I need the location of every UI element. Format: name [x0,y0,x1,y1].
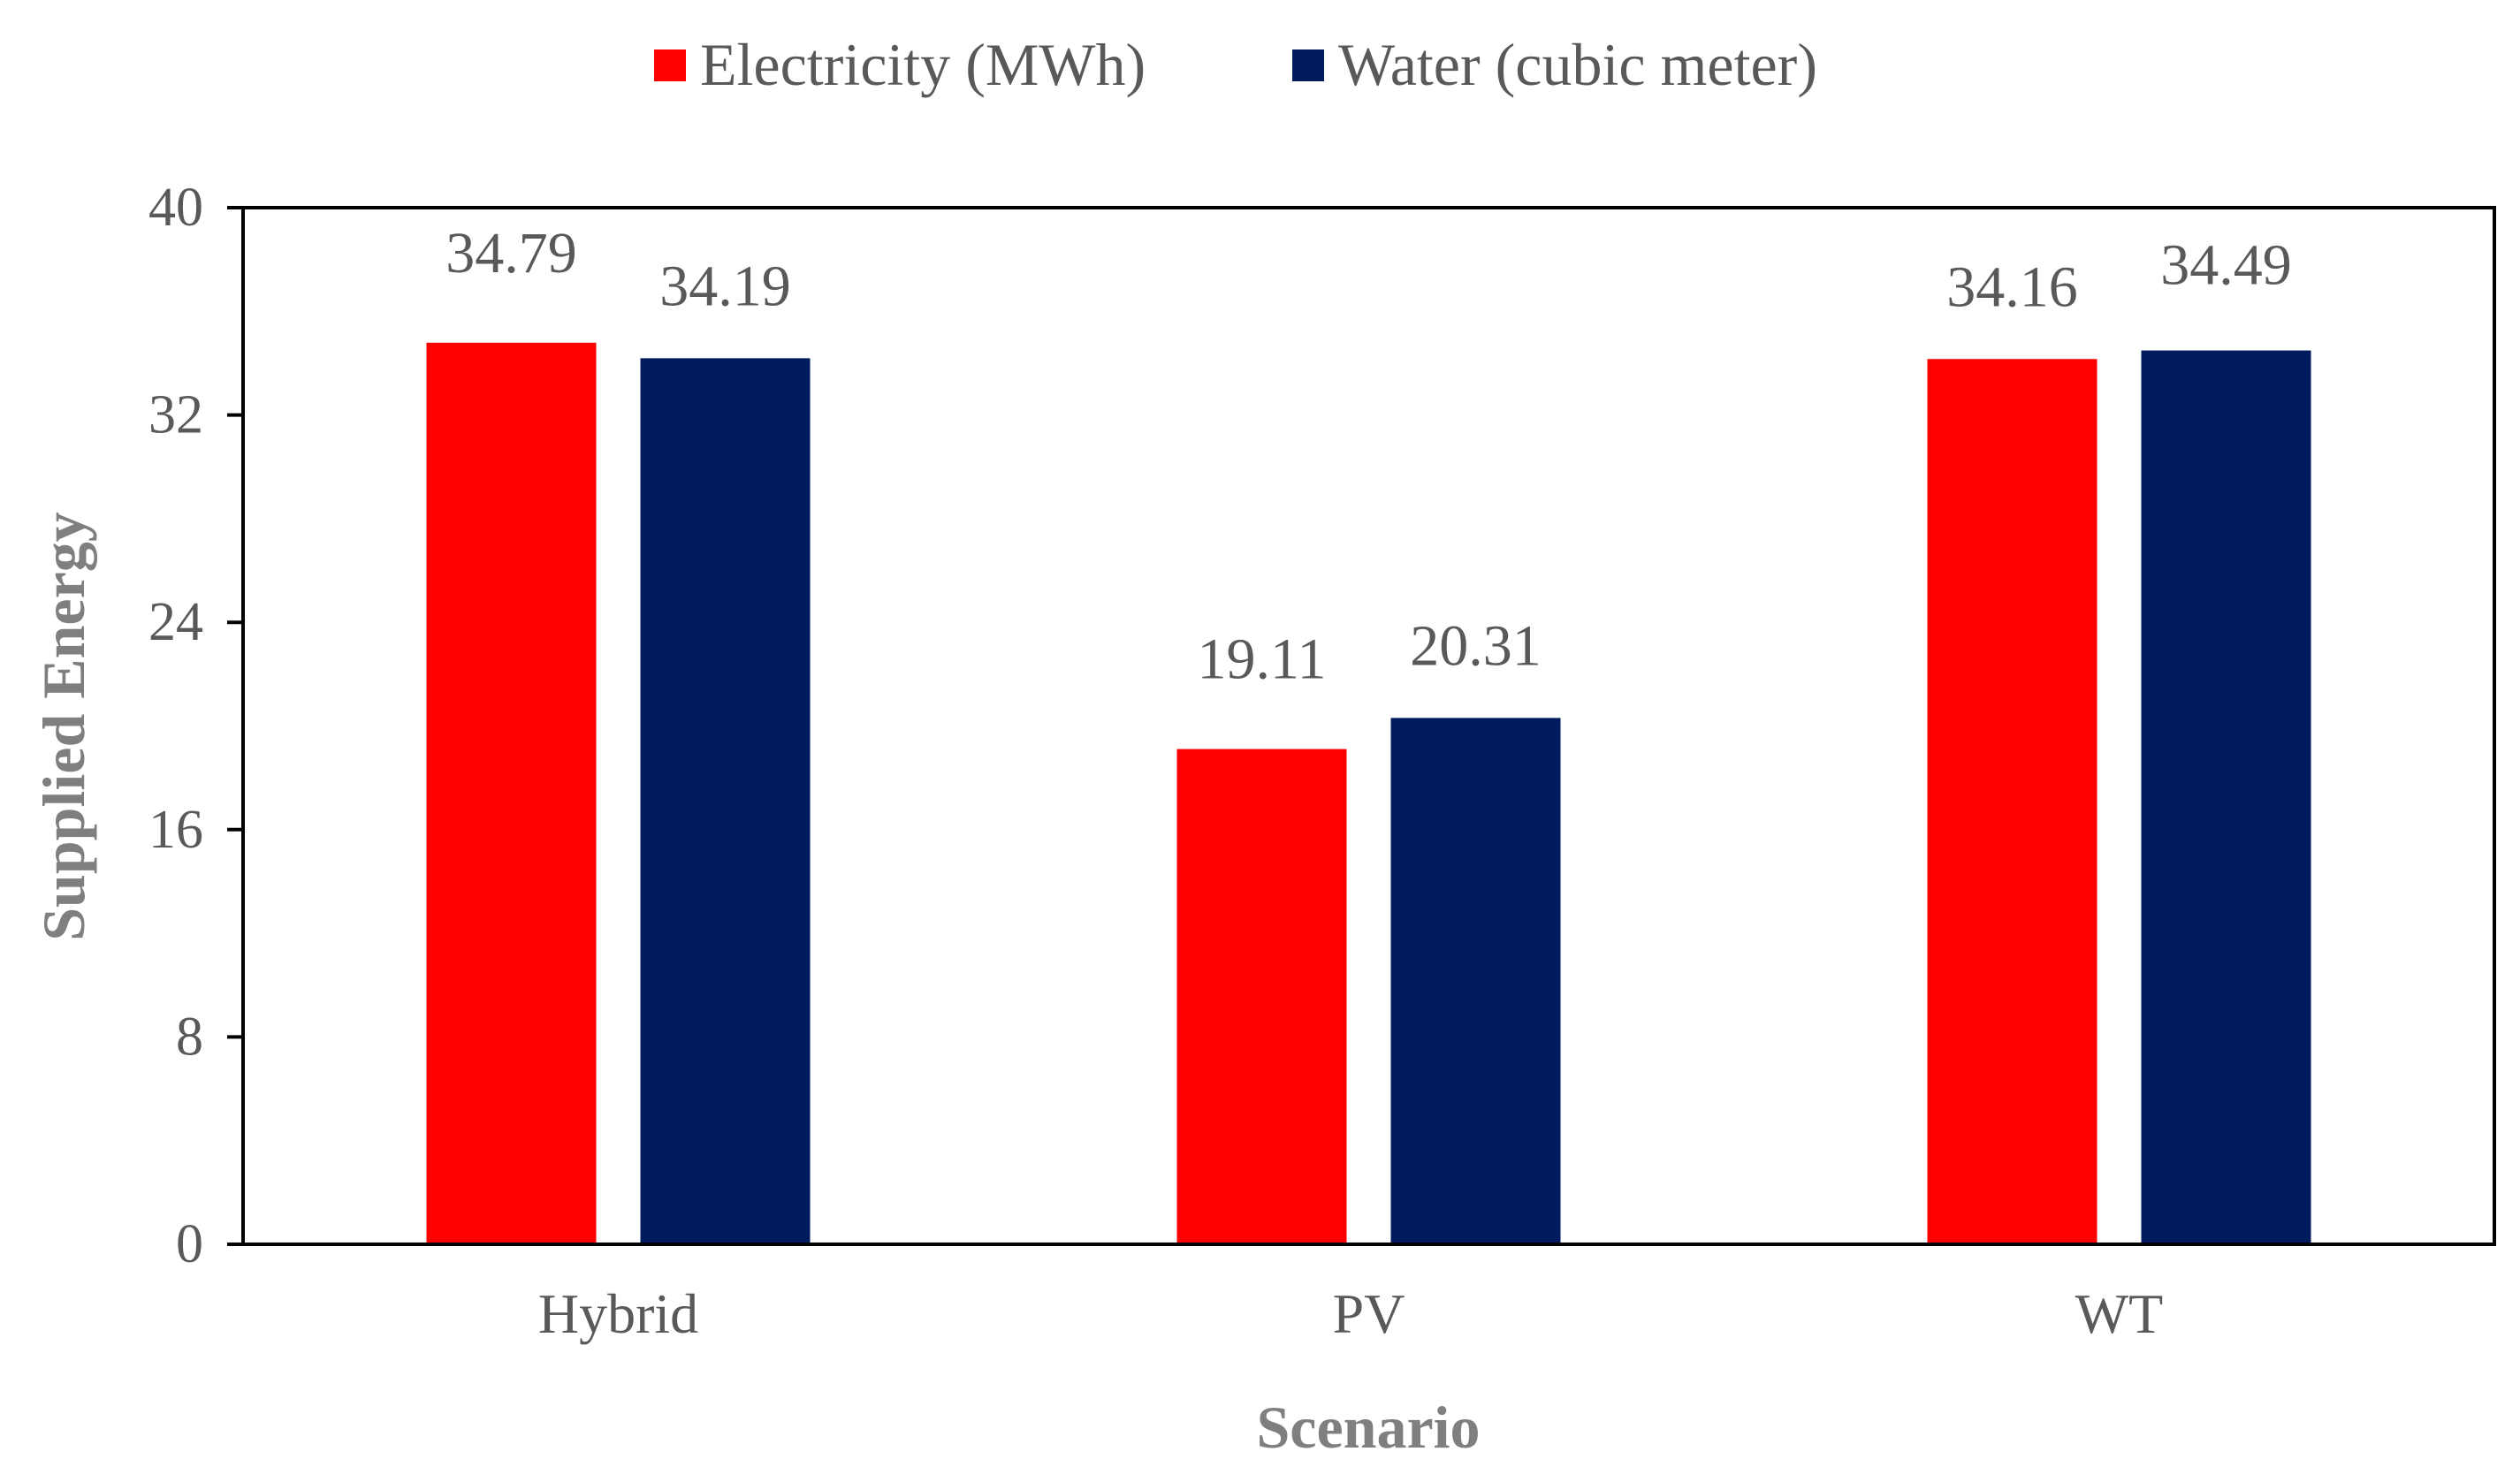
data-label: 19.11 [1197,627,1326,692]
x-category-label: WT [2075,1282,2164,1345]
legend-label: Water (cubic meter) [1338,31,1817,98]
y-tick-label: 40 [148,178,203,238]
x-category-label: PV [1333,1282,1405,1345]
y-axis-title: Supplied Energy [30,512,97,941]
legend-label: Electricity (MWh) [700,31,1146,98]
y-tick-label: 16 [148,800,203,860]
y-tick-label: 24 [148,592,203,652]
bar-hybrid-water [640,358,811,1244]
bar-pv-electricity [1176,749,1347,1244]
y-tick-label: 0 [176,1214,203,1274]
y-tick-label: 32 [148,385,203,445]
bar-hybrid-electricity [426,342,597,1244]
x-category-label: Hybrid [538,1282,698,1345]
data-labels: 34.79 34.19 19.11 20.31 34.16 34.49 [445,221,2292,692]
data-label: 34.19 [659,254,791,318]
y-tick-label: 8 [176,1007,203,1067]
legend-swatch [654,49,686,81]
x-axis-title: Scenario [1256,1394,1480,1461]
data-label: 34.49 [2160,233,2292,298]
bar-wt-electricity [1927,359,2097,1244]
y-axis-ticks: 0 8 16 24 32 40 [148,178,243,1274]
legend: Electricity (MWh) Water (cubic meter) [654,31,1817,98]
plot-area-border [241,206,2496,1246]
data-label: 34.79 [445,221,577,285]
data-label: 20.31 [1410,613,1542,678]
bar-pv-water [1390,718,1561,1244]
data-label: 34.16 [1946,255,2078,319]
bars [426,342,2311,1244]
legend-swatch [1292,49,1324,81]
x-axis-categories: Hybrid PV WT [538,1282,2163,1345]
bar-wt-water [2141,350,2311,1244]
